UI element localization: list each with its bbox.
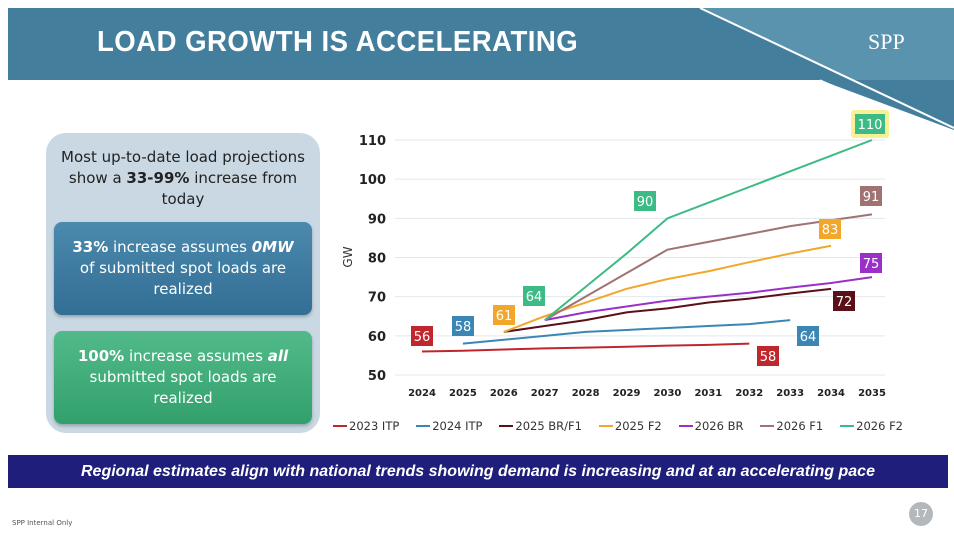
data-label-box [860,186,882,206]
legend-swatch [598,425,613,427]
legend-label: 2025 BR/F1 [515,419,582,433]
series-line-2026-f2 [544,139,873,321]
x-tick-label: 2029 [613,388,641,399]
data-label: 83 [819,219,841,239]
series-line-2024-itp [462,319,791,345]
legend-swatch [333,425,347,427]
data-label-box [860,253,882,273]
data-label-text: 91 [863,190,880,205]
data-label-text: 83 [822,223,839,238]
data-label-text: 58 [760,350,777,365]
x-tick-label: 2032 [735,388,763,399]
data-label: 58 [452,316,474,336]
data-label-text: 110 [858,118,883,133]
summary-panel: Most up-to-date load projections show a … [46,133,320,433]
legend-item: 2024 ITP [416,419,482,433]
legend-label: 2025 F2 [614,419,662,433]
legend-label: 2024 ITP [432,419,483,433]
data-label: 58 [757,346,779,366]
legend-item: 2023 ITP [333,419,399,433]
data-label-box [411,326,433,346]
data-label-box [452,316,474,336]
x-tick-label: 2024 [408,388,436,399]
data-label: 56 [411,326,433,346]
data-label: 64 [523,286,545,306]
data-label-text: 58 [455,320,472,335]
load-chart: 50 60 70 80 90 100 110 2024 2025 2026 2027 2028 2029… [341,110,889,399]
series-line-2023-itp [421,342,750,353]
data-label: 110 [851,110,889,138]
x-tick-label: 2028 [572,388,600,399]
scenario-all-box: 100% increase assumes all submitted spot… [54,331,312,424]
y-axis-label: GW [341,246,355,267]
x-tick-label: 2027 [531,388,559,399]
data-label: 75 [860,253,882,273]
data-label-box [757,346,779,366]
y-tick-label: 70 [368,291,386,306]
data-label-box [833,291,855,311]
data-label: 90 [634,191,656,211]
legend-item: 2026 F1 [760,419,823,433]
confidentiality-note: SPP Internal Only [12,519,73,527]
data-label-box [797,326,819,346]
data-label: 61 [493,305,515,325]
page-title: LOAD GROWTH IS ACCELERATING [97,26,579,58]
legend-swatch [499,425,514,427]
x-tick-label: 2030 [654,388,682,399]
legend-swatch [840,425,855,427]
scenario-0mw-box: 33% increase assumes 0MW of submitted sp… [54,222,312,315]
data-label-box [855,114,885,134]
data-label-text: 90 [637,195,654,210]
summary-intro: Most up-to-date load projections show a … [61,148,305,208]
data-label-text: 64 [526,290,543,305]
y-tick-label: 100 [359,173,386,188]
legend-swatch [760,425,775,427]
legend-item: 2026 F2 [840,419,903,433]
legend-swatch [678,425,693,427]
data-label: 64 [797,326,819,346]
x-tick-label: 2034 [817,388,845,399]
spp-logo: SPP [868,29,905,54]
y-tick-label: 50 [368,369,386,384]
data-label-box [493,305,515,325]
legend-label: 2026 F2 [856,419,903,433]
legend-label: 2023 ITP [349,419,400,433]
legend-item: 2025 BR/F1 [499,419,582,433]
x-tick-label: 2035 [858,388,886,399]
data-label: 72 [833,291,855,311]
series-line-2026-f1 [544,213,873,322]
data-label-box [819,219,841,239]
x-tick-label: 2031 [694,388,722,399]
page-number: 17 [909,502,933,526]
legend-item: 2025 F2 [598,419,662,433]
series-line-2025-br-f1 [503,287,832,333]
data-label-text: 56 [414,330,431,345]
x-tick-label: 2033 [776,388,804,399]
legend-item: 2026 BR [678,419,744,433]
data-label-box [634,191,656,211]
data-label-text: 75 [863,257,880,272]
x-tick-label: 2026 [490,388,518,399]
legend-label: 2026 F1 [776,419,824,433]
y-tick-label: 80 [368,252,386,267]
legend-swatch [416,425,431,427]
header-band [8,7,954,140]
footer-banner: Regional estimates align with national t… [8,455,948,488]
y-tick-label: 60 [368,330,386,345]
series-line-2026-br [544,276,873,322]
y-tick-label: 110 [359,134,386,149]
data-label-text: 72 [836,295,853,310]
x-tick-label: 2025 [449,388,477,399]
legend-label: 2026 BR [694,419,744,433]
chart-legend: 2023 ITP 2024 ITP 2025 BR/F1 2025 F2 2026 BR… [333,419,903,433]
data-label-box [523,286,545,306]
data-label: 91 [860,186,882,206]
data-label-text: 61 [496,309,513,324]
data-label-text: 64 [800,330,817,345]
y-tick-label: 90 [368,212,386,227]
